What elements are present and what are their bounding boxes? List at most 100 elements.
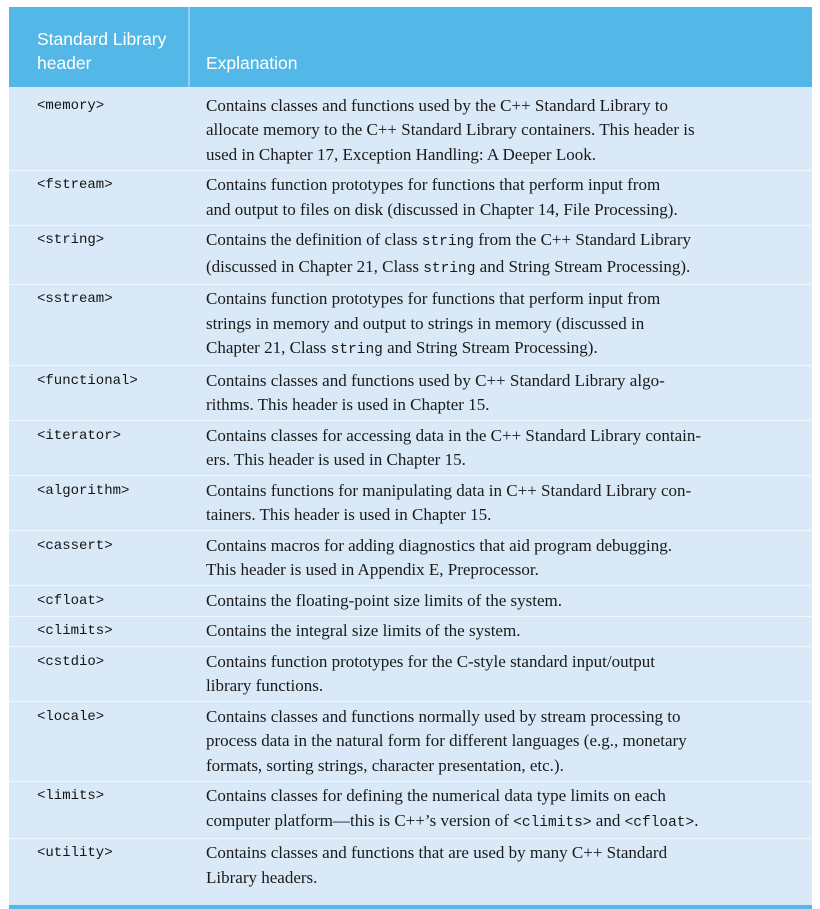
table-header: Standard Library header Explanation [9, 7, 812, 87]
explanation-text: and String Stream Processing). [475, 256, 691, 276]
inline-code: <climits> [513, 814, 592, 831]
table-row: <climits> Contains the integral size lim… [9, 615, 812, 647]
inline-code: string [423, 260, 476, 277]
explanation-line: Contains classes and functions that are … [206, 841, 802, 866]
explanation-text: allocate memory to the C++ Standard Libr… [206, 120, 695, 139]
explanation-line: tainers. This header is used in Chapter … [206, 503, 802, 528]
column-header-explanation: Explanation [190, 7, 812, 87]
explanation-cell: Contains macros for adding diagnostics t… [190, 534, 812, 583]
explanation-text: tainers. This header is used in Chapter … [206, 505, 492, 524]
explanation-line: formats, sorting strings, character pres… [206, 754, 802, 779]
explanation-text: and [591, 810, 625, 830]
explanation-text: from the C++ Standard Library [474, 230, 691, 249]
explanation-text: Contains function prototypes for functio… [206, 175, 661, 194]
explanation-cell: Contains the definition of class string … [190, 228, 812, 281]
explanation-text: and String Stream Processing). [382, 338, 598, 357]
explanation-line: Contains the definition of class string … [206, 228, 802, 255]
explanation-text: Contains classes for defining the numeri… [206, 786, 666, 805]
explanation-cell: Contains function prototypes for the C-s… [190, 650, 812, 699]
explanation-line: allocate memory to the C++ Standard Libr… [206, 118, 802, 143]
table-body: <memory> Contains classes and functions … [9, 87, 812, 905]
explanation-line: used in Chapter 17, Exception Handling: … [206, 143, 802, 168]
inline-code: string [330, 342, 383, 358]
explanation-text: Contains the integral size limits of the… [206, 621, 521, 640]
explanation-text: Chapter 21, Class [206, 338, 331, 357]
standard-library-headers-table: Standard Library header Explanation <mem… [9, 7, 812, 909]
column-header-label: Explanation [206, 53, 298, 73]
explanation-text: Contains the definition of class [206, 230, 422, 249]
explanation-text: rithms. This header is used in Chapter 1… [206, 395, 490, 414]
explanation-text: and output to files on disk (discussed i… [206, 199, 678, 219]
explanation-line: library functions. [206, 674, 802, 699]
explanation-text: Contains macros for adding diagnostics t… [206, 535, 672, 555]
row-header-code: <sstream> [37, 291, 113, 307]
explanation-line: Contains macros for adding diagnostics t… [206, 534, 802, 559]
column-header-line: header [37, 53, 92, 73]
explanation-line: (discussed in Chapter 21, Class string a… [206, 255, 802, 282]
explanation-cell: Contains classes and functions normally … [190, 705, 812, 779]
row-header-code: <algorithm> [37, 482, 130, 499]
explanation-text: Contains classes and functions used by C… [206, 370, 665, 390]
explanation-text: Contains function prototypes for functio… [206, 289, 661, 308]
explanation-line: Contains function prototypes for the C-s… [206, 650, 802, 675]
explanation-text: Contains functions for manipulating data… [206, 480, 692, 500]
explanation-line: Contains classes for accessing data in t… [206, 424, 802, 449]
row-header-code: <memory> [37, 97, 105, 114]
row-header-code: <cstdio> [37, 653, 105, 670]
row-header-cell: <locale> [9, 705, 190, 779]
table-bottom-rule [9, 904, 812, 909]
table-row: <locale> Contains classes and functions … [9, 701, 812, 781]
row-header-cell: <climits> [9, 619, 190, 644]
explanation-line: Chapter 21, Class string and String Stre… [206, 336, 802, 363]
explanation-line: Contains classes and functions used by C… [206, 369, 802, 394]
explanation-line: rithms. This header is used in Chapter 1… [206, 393, 802, 418]
row-header-code: <utility> [37, 845, 113, 861]
explanation-text: Contains classes for accessing data in t… [206, 425, 702, 445]
explanation-line: Contains classes and functions normally … [206, 705, 802, 730]
explanation-text: computer platform—this is C++’s version … [206, 810, 514, 830]
row-header-cell: <cassert> [9, 534, 190, 583]
table-row: <cfloat> Contains the floating-point siz… [9, 585, 812, 616]
explanation-text: Contains classes and functions used by t… [206, 95, 669, 115]
explanation-line: Contains functions for manipulating data… [206, 479, 802, 504]
row-header-cell: <string> [9, 228, 190, 281]
explanation-line: Contains classes for defining the numeri… [206, 784, 802, 809]
row-header-cell: <memory> [9, 94, 190, 168]
explanation-text: strings in memory and output to strings … [206, 313, 645, 333]
row-header-code: <cfloat> [37, 592, 105, 609]
table-row: <utility> Contains classes and functions… [9, 837, 812, 893]
explanation-text: . [694, 810, 699, 830]
explanation-cell: Contains classes and functions used by C… [190, 369, 812, 418]
column-header-standard-library: Standard Library header [9, 7, 190, 87]
explanation-text: Contains classes and functions that are … [206, 843, 668, 862]
explanation-cell: Contains classes for defining the numeri… [190, 784, 812, 835]
explanation-text: ers. This header is used in Chapter 15. [206, 450, 466, 469]
table-row: <cassert> Contains macros for adding dia… [9, 530, 812, 585]
table-row: <string> Contains the definition of clas… [9, 224, 812, 284]
row-header-cell: <cfloat> [9, 589, 190, 614]
explanation-line: strings in memory and output to strings … [206, 312, 802, 337]
row-header-cell: <fstream> [9, 173, 190, 222]
table-row: <iterator> Contains classes for accessin… [9, 420, 812, 475]
explanation-line: Contains the floating-point size limits … [206, 589, 802, 614]
explanation-cell: Contains classes and functions used by t… [190, 94, 812, 168]
row-header-code: <limits> [37, 788, 105, 804]
table-row: <functional> Contains classes and functi… [9, 365, 812, 420]
explanation-line: ers. This header is used in Chapter 15. [206, 448, 802, 473]
table-row: <algorithm> Contains functions for manip… [9, 475, 812, 530]
explanation-text: formats, sorting strings, character pres… [206, 755, 564, 775]
row-header-code: <string> [37, 232, 105, 248]
row-header-code: <iterator> [37, 427, 122, 444]
explanation-line: Contains function prototypes for functio… [206, 287, 802, 312]
explanation-text: Contains classes and functions normally … [206, 706, 681, 726]
explanation-text: Library headers. [206, 867, 318, 887]
explanation-line: Contains function prototypes for functio… [206, 173, 802, 198]
table-row: <fstream> Contains function prototypes f… [9, 169, 812, 225]
explanation-line: Contains the integral size limits of the… [206, 619, 802, 644]
column-header-line: Standard Library [37, 29, 167, 49]
row-header-cell: <algorithm> [9, 479, 190, 528]
explanation-cell: Contains functions for manipulating data… [190, 479, 812, 528]
explanation-cell: Contains the floating-point size limits … [190, 589, 812, 614]
explanation-text: (discussed in Chapter 21, Class [206, 256, 424, 276]
row-header-cell: <iterator> [9, 424, 190, 473]
